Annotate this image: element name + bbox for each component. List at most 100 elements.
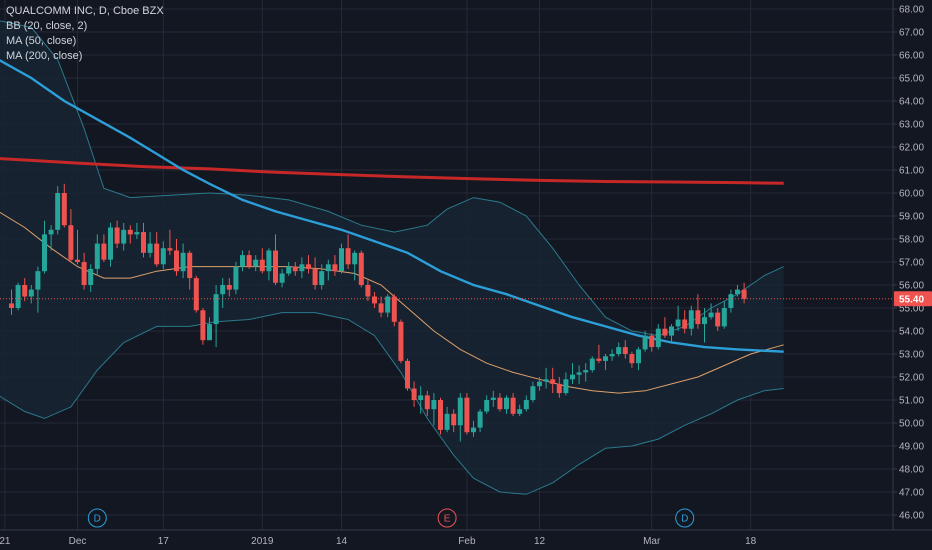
candle[interactable] bbox=[22, 278, 28, 302]
candle[interactable] bbox=[721, 301, 727, 329]
candle[interactable] bbox=[213, 285, 219, 348]
price-axis[interactable]: 46.00 47.00 48.00 49.00 50.00 51.00 52.00 53.00… bbox=[893, 5, 932, 522]
candle[interactable] bbox=[306, 255, 311, 274]
candle[interactable] bbox=[438, 397, 443, 435]
candle[interactable] bbox=[121, 222, 127, 251]
candle[interactable] bbox=[451, 409, 457, 433]
candle[interactable] bbox=[200, 308, 206, 345]
candle[interactable] bbox=[108, 222, 113, 267]
candle[interactable] bbox=[728, 289, 734, 313]
candle[interactable] bbox=[207, 317, 212, 341]
candle[interactable] bbox=[358, 250, 364, 288]
candle[interactable] bbox=[147, 232, 153, 258]
candle[interactable] bbox=[603, 354, 608, 371]
legend-ma200[interactable]: MA (200, close) bbox=[6, 50, 83, 62]
candle[interactable] bbox=[35, 266, 41, 313]
candle[interactable] bbox=[550, 367, 556, 394]
candle[interactable] bbox=[471, 420, 476, 437]
candle[interactable] bbox=[299, 257, 305, 279]
candle[interactable] bbox=[431, 393, 437, 426]
candle[interactable] bbox=[708, 303, 714, 320]
candle[interactable] bbox=[345, 234, 351, 269]
candle[interactable] bbox=[616, 342, 622, 357]
candle[interactable] bbox=[246, 250, 252, 269]
candle[interactable] bbox=[391, 294, 397, 327]
candle[interactable] bbox=[405, 358, 410, 391]
candle[interactable] bbox=[741, 282, 747, 304]
earnings-marker[interactable]: E bbox=[437, 508, 457, 528]
candle[interactable] bbox=[352, 250, 358, 281]
candle[interactable] bbox=[167, 229, 173, 256]
candle[interactable] bbox=[48, 225, 54, 251]
candle[interactable] bbox=[233, 262, 239, 295]
candle[interactable] bbox=[15, 282, 21, 311]
candle[interactable] bbox=[94, 234, 100, 276]
candle[interactable] bbox=[682, 310, 688, 334]
candle[interactable] bbox=[385, 294, 391, 318]
candle[interactable] bbox=[339, 243, 344, 274]
candle[interactable] bbox=[42, 220, 47, 274]
candle[interactable] bbox=[484, 395, 490, 414]
time-axis[interactable]: 21 Dec 17 2019 14 Feb 12 Mar 18 bbox=[0, 536, 757, 547]
candle[interactable] bbox=[398, 319, 404, 364]
candle[interactable] bbox=[193, 275, 199, 313]
dividend-marker[interactable]: D bbox=[87, 508, 107, 528]
candle[interactable] bbox=[114, 220, 120, 249]
candle[interactable] bbox=[675, 305, 681, 331]
legend-bb[interactable]: BB (20, close, 2) bbox=[6, 20, 88, 32]
candle[interactable] bbox=[332, 255, 338, 276]
candle[interactable] bbox=[636, 347, 641, 371]
candle[interactable] bbox=[444, 406, 450, 433]
candle[interactable] bbox=[372, 291, 377, 308]
candle[interactable] bbox=[702, 308, 707, 343]
legend-ma50[interactable]: MA (50, close) bbox=[6, 35, 77, 47]
candle[interactable] bbox=[695, 294, 701, 329]
time-axis-panel[interactable] bbox=[0, 530, 932, 550]
candle[interactable] bbox=[9, 289, 14, 315]
candle[interactable] bbox=[669, 324, 674, 343]
candle[interactable] bbox=[286, 262, 292, 276]
candle[interactable] bbox=[622, 340, 628, 359]
candle[interactable] bbox=[576, 365, 582, 384]
candle[interactable] bbox=[655, 324, 661, 350]
candle[interactable] bbox=[464, 393, 470, 435]
candle[interactable] bbox=[642, 331, 648, 352]
candle[interactable] bbox=[101, 234, 107, 262]
candle[interactable] bbox=[596, 344, 602, 364]
candle[interactable] bbox=[477, 409, 483, 433]
candle[interactable] bbox=[28, 285, 34, 304]
candle[interactable] bbox=[378, 296, 384, 318]
candle[interactable] bbox=[61, 183, 67, 228]
candle[interactable] bbox=[570, 363, 575, 384]
candle[interactable] bbox=[319, 264, 325, 290]
candle[interactable] bbox=[537, 377, 542, 391]
candle[interactable] bbox=[127, 225, 133, 244]
candle[interactable] bbox=[530, 381, 536, 403]
candle[interactable] bbox=[510, 393, 516, 417]
candle[interactable] bbox=[134, 222, 140, 239]
candle[interactable] bbox=[253, 255, 259, 272]
candle[interactable] bbox=[563, 372, 569, 396]
candle[interactable] bbox=[735, 285, 740, 297]
candle[interactable] bbox=[88, 264, 94, 292]
candle[interactable] bbox=[609, 349, 615, 361]
candle[interactable] bbox=[226, 278, 232, 297]
candle[interactable] bbox=[424, 390, 430, 417]
candle[interactable] bbox=[715, 308, 721, 331]
candle[interactable] bbox=[81, 252, 87, 290]
candle[interactable] bbox=[266, 248, 272, 281]
candle[interactable] bbox=[649, 333, 655, 352]
candle[interactable] bbox=[629, 351, 635, 368]
candle[interactable] bbox=[556, 377, 562, 398]
last-price-badge[interactable] bbox=[894, 291, 932, 307]
candle[interactable] bbox=[68, 209, 74, 262]
candle[interactable] bbox=[187, 250, 193, 290]
candle[interactable] bbox=[504, 395, 509, 414]
candle[interactable] bbox=[589, 356, 595, 373]
candle[interactable] bbox=[174, 239, 179, 276]
candle[interactable] bbox=[220, 278, 226, 308]
candle[interactable] bbox=[365, 280, 371, 302]
candle[interactable] bbox=[523, 395, 529, 412]
